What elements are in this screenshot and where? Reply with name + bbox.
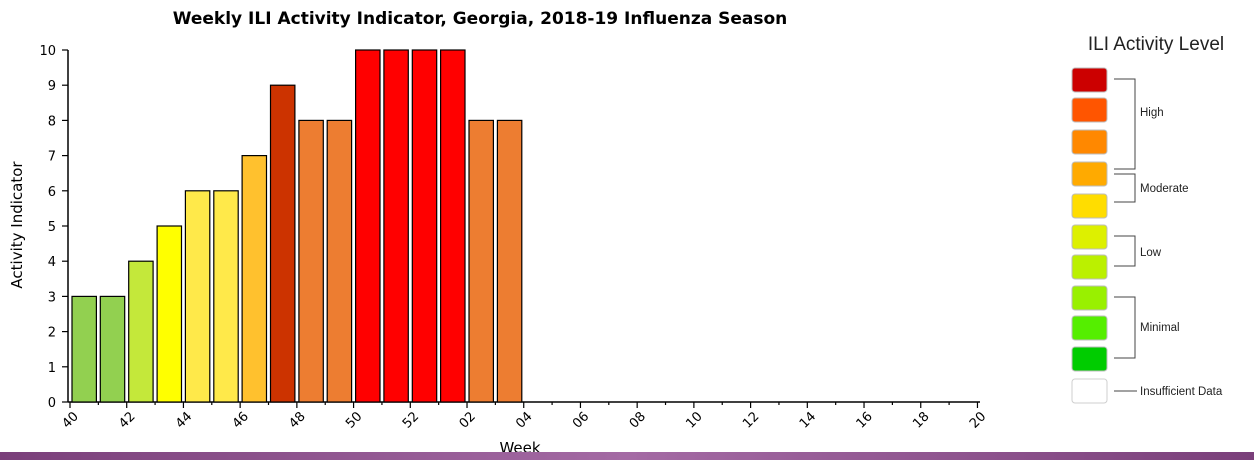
bar-week-41 [99,295,126,403]
legend-swatch [1071,315,1108,341]
legend: ILI Activity Level High Moderate Low Min… [1071,34,1224,404]
y-tick-label: 0 [48,396,56,411]
y-tick-label: 8 [48,114,56,129]
legend-label-insufficient: Insufficient Data [1140,386,1223,398]
legend-swatch [1071,224,1108,250]
bar-week-01 [440,49,466,403]
legend-brackets [1114,78,1137,392]
y-tick-label: 7 [48,150,56,165]
legend-swatch [1071,193,1108,219]
bar-week-42 [128,260,154,403]
legend-swatch [1071,254,1108,280]
y-tick-label: 2 [48,326,56,341]
legend-swatch [1071,378,1108,404]
bracket-minimal [1114,296,1136,359]
x-tick-label: 44 [173,409,195,431]
legend-swatch [1071,285,1108,311]
bar-week-48 [298,119,324,403]
chart-title: Weekly ILI Activity Indicator, Georgia, … [173,9,788,29]
x-tick-label: 04 [513,409,535,431]
x-axis: 40 42 44 46 48 50 52 02 04 06 08 10 12 14 16 18 20 [60,401,989,432]
y-axis-title: Activity Indicator [8,161,26,289]
bar-week-52 [411,49,438,403]
bracket-moderate [1114,173,1136,203]
x-tick-label: 12 [740,409,762,431]
bar-week-03 [496,119,523,403]
x-tick-label: 02 [457,409,479,431]
y-tick-label: 4 [48,255,56,270]
bar-week-46 [241,155,268,403]
bar-week-02 [468,119,494,403]
y-tick-label: 6 [48,185,56,200]
y-tick-label: 5 [48,220,56,235]
y-tick-label: 10 [39,44,56,59]
legend-label-moderate: Moderate [1140,183,1189,195]
x-tick-label: 14 [797,409,819,431]
x-tick-label: 52 [400,409,422,431]
y-axis: 0 1 2 3 4 5 6 7 8 9 10 [39,44,69,411]
legend-label-minimal: Minimal [1140,322,1180,334]
x-tick-label: 16 [854,409,876,431]
bar-week-47 [269,84,296,403]
legend-swatch [1071,161,1108,187]
legend-label-high: High [1140,107,1164,119]
legend-swatch [1071,97,1108,123]
legend-swatch [1071,67,1108,93]
legend-label-low: Low [1140,247,1162,259]
y-tick-label: 3 [48,290,56,305]
x-tick-label: 18 [910,409,932,431]
bars [71,49,523,403]
x-tick-label: 20 [967,409,989,431]
y-tick-label: 9 [48,79,56,94]
x-tick-label: 06 [570,409,592,431]
bracket-high [1114,78,1136,170]
bar-week-44 [184,190,211,403]
bar-week-43 [156,225,183,403]
x-tick-label: 10 [683,409,705,431]
bar-week-51 [383,49,409,403]
x-tick-label: 08 [627,409,649,431]
x-tick-label: 50 [343,409,365,431]
x-tick-label: 48 [286,409,308,431]
legend-swatch [1071,346,1108,372]
x-tick-label: 46 [230,409,252,431]
legend-title: ILI Activity Level [1088,34,1224,55]
legend-swatch [1071,129,1108,155]
bottom-divider [0,452,1254,460]
x-tick-label: 40 [60,409,82,431]
bracket-low [1114,235,1136,267]
bar-week-40 [71,295,97,403]
bar-week-45 [213,190,239,403]
bar-week-49 [326,119,353,403]
bar-week-50 [355,49,381,403]
x-tick-label: 42 [116,409,138,431]
y-tick-label: 1 [48,361,56,376]
legend-swatches [1071,67,1108,404]
